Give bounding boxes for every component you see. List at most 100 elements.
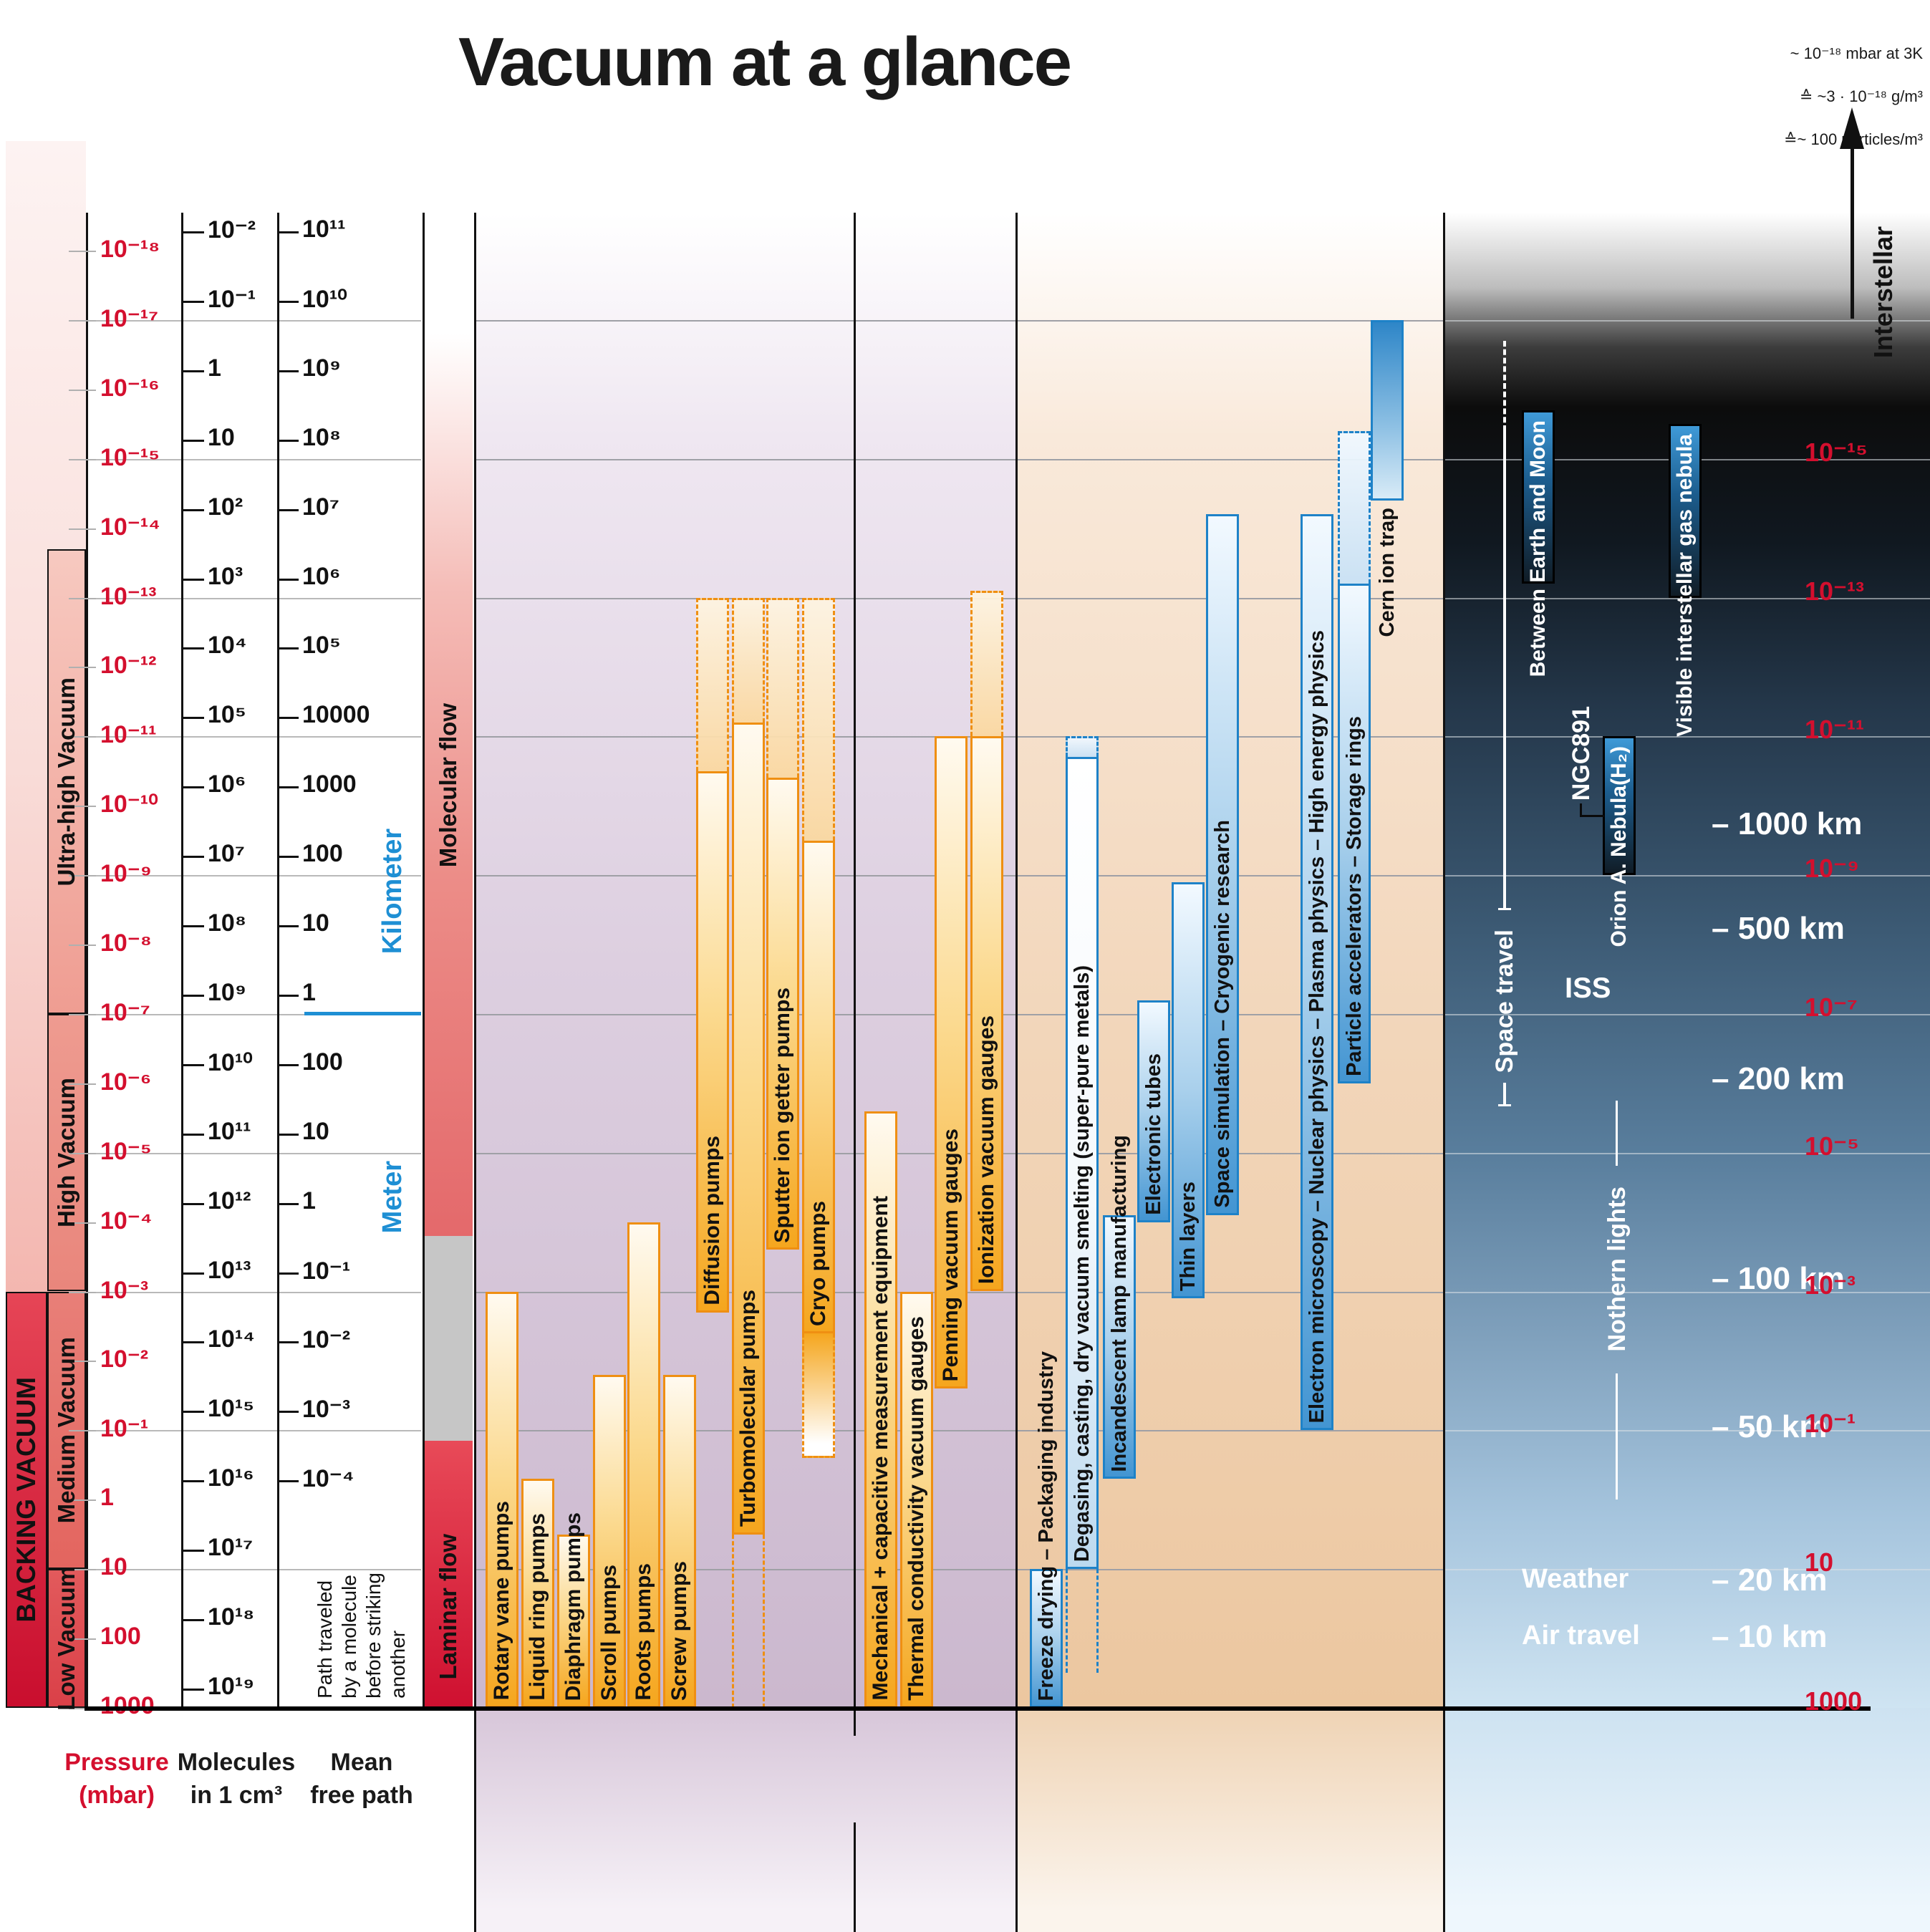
divider-line-gauges-bottom [854,1822,856,1932]
divider-line-5 [1015,213,1018,1932]
right-pressure-label-9: 1000 [1805,1686,1863,1716]
application-bar-4 [1172,882,1205,1299]
mfp-label-13: 10 [302,1117,329,1145]
kilometer-label: Kilometer [368,193,417,1590]
km-label-1: – 500 km [1712,910,1845,946]
application-bar-0 [1030,1569,1063,1708]
mfp-label-5: 10⁶ [302,562,341,590]
mfp-label-14: 1 [302,1187,316,1214]
gridline-left-1e-5 [92,1152,421,1154]
mfp-tick-10 [279,925,299,927]
pressure-tick-21 [69,1707,96,1709]
divider-line-6 [1443,213,1445,1932]
right-pressure-label-5: 10⁻⁵ [1805,1131,1859,1161]
footer-mfp-1: Mean [330,1749,393,1776]
divider-line-2 [277,213,279,1708]
right-pressure-label-7: 10⁻¹ [1805,1409,1856,1439]
mfp-label-2: 10⁹ [302,354,341,382]
molecules-label-1: 10⁻¹ [208,285,256,313]
km-label-0: – 1000 km [1712,806,1863,842]
pump-bar-8-dashed-top [766,597,799,778]
mfp-label-6: 10⁵ [302,632,341,660]
kilometer-meter-divider [304,1012,421,1015]
annotation-line-2: ≙ ~3 · 10⁻¹⁸ g/m³ [1800,87,1923,105]
gridline-left-1e-15 [92,458,421,460]
mfp-tick-15 [279,1272,299,1275]
molecules-label-10: 10⁸ [208,909,246,937]
gridline-panel-1e-5 [1443,1152,1930,1154]
molecules-tick-19 [183,1550,204,1552]
molecules-label-13: 10¹¹ [208,1117,251,1145]
gridline-panel-1e1 [1443,1569,1930,1571]
molecules-tick-17 [183,1411,204,1414]
pump-bar-8 [766,778,799,1250]
mfp-label-10: 10 [302,909,329,937]
footer-molecules: Molecules in 1 cm³ [178,1746,295,1812]
molecules-label-14: 10¹² [208,1187,251,1214]
interstellar-arrow-stem [1851,147,1854,319]
pump-bar-7 [732,722,765,1535]
molecules-tick-1 [183,300,204,303]
application-bar-1-dashed-top [1066,736,1099,758]
pressure-tick-12 [69,1083,96,1085]
flow-segment-transition [424,1235,473,1441]
molecules-label-7: 10⁵ [208,701,246,729]
pressure-label-0: 10⁻¹⁸ [100,236,160,263]
pressure-label-13: 10⁻⁵ [100,1137,152,1165]
pressure-label-16: 10⁻² [100,1346,149,1373]
category-box-4 [6,1291,47,1708]
footer-pressure-left-2: (mbar) [79,1782,155,1809]
pressure-label-20: 100 [100,1623,141,1650]
ngc891-connector-v [1580,803,1582,816]
air-travel-label: Air travel [1522,1621,1640,1651]
divider-line-1 [181,213,183,1708]
space-panel-footer-background [1443,1708,1930,1932]
space-travel-line-lower [1503,1083,1506,1104]
category-box-0 [47,549,86,1014]
pump-bar-9-dashed-top [802,597,835,841]
mfp-tick-13 [279,1133,299,1136]
pressure-label-12: 10⁻⁶ [100,1068,152,1096]
pressure-tick-15 [69,1291,96,1293]
molecules-label-5: 10³ [208,562,243,590]
mfp-tick-14 [279,1202,299,1205]
mfp-label-11: 1 [302,978,316,1006]
pressure-label-1: 10⁻¹⁷ [100,304,159,332]
right-pressure-label-2: 10⁻¹¹ [1805,715,1865,745]
mfp-tick-18 [279,1480,299,1483]
pressure-label-17: 10⁻¹ [100,1415,149,1443]
footer-mean-free-path: Mean free path [310,1746,413,1812]
category-box-3 [47,1569,86,1708]
mfp-tick-8 [279,786,299,789]
pressure-tick-10 [69,945,96,946]
mfp-label-15: 10⁻¹ [302,1257,351,1285]
pressure-label-11: 10⁻⁷ [100,998,150,1026]
gridline-panel-1e-13 [1443,597,1930,599]
mfp-label-4: 10⁷ [302,493,339,521]
gridline-left-1e-7 [92,1013,421,1015]
nothern-lights-line-lower [1616,1373,1618,1500]
divider-line-4 [474,213,476,1932]
molecules-tick-12 [183,1063,204,1066]
applications-footer-background [1015,1708,1443,1932]
gridline-mid-1e-1 [475,1430,1443,1432]
gridline-panel-1e-11 [1443,736,1930,738]
mfp-tick-2 [279,370,299,372]
gauge-bar-1 [900,1291,933,1708]
gridline-mid-1e1 [475,1569,1443,1571]
km-label-4: – 50 km [1712,1409,1828,1445]
molecules-tick-3 [183,439,204,442]
space-travel-line-dashed [1503,340,1506,431]
molecules-label-4: 10² [208,493,243,521]
km-label-5: – 20 km [1712,1562,1828,1598]
molecules-tick-9 [183,856,204,859]
space-object-bar-2 [1669,424,1702,598]
molecules-label-18: 10¹⁶ [208,1464,254,1492]
pressure-label-2: 10⁻¹⁶ [100,374,160,402]
mfp-tick-0 [279,231,299,233]
divider-line-gauges-top [854,213,856,1736]
pump-bar-1 [521,1479,554,1708]
pressure-tick-18 [69,1499,96,1502]
km-label-3: – 100 km [1712,1261,1845,1297]
